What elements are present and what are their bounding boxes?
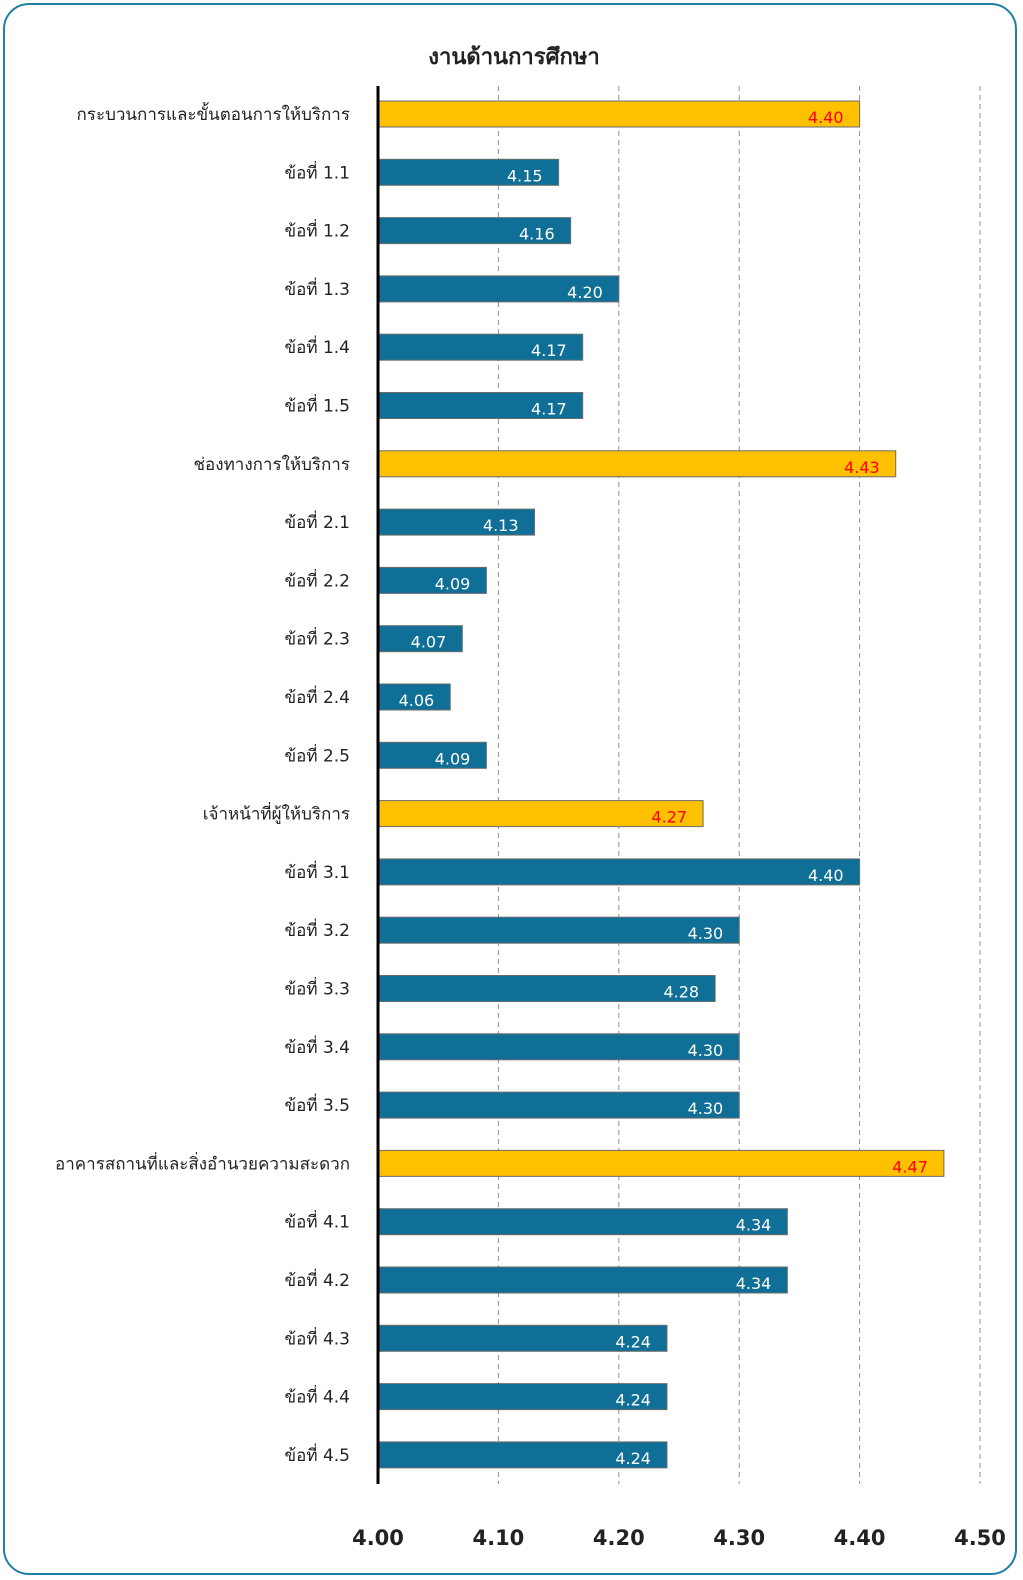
item-bar: [377, 1383, 668, 1411]
value-label: 4.30: [688, 1041, 724, 1060]
category-label: ข้อที่ 2.4: [285, 685, 350, 708]
value-label: 4.40: [808, 108, 844, 127]
chart-title: งานด้านการศึกษา: [428, 45, 599, 70]
category-label: ข้อที่ 3.3: [285, 977, 350, 1000]
value-label: 4.34: [736, 1216, 772, 1235]
item-bar: [377, 625, 463, 653]
group-bar: [377, 1149, 945, 1177]
category-label: ข้อที่ 3.5: [285, 1093, 350, 1116]
x-tick-label: 4.50: [954, 1526, 1006, 1550]
category-label: ข้อที่ 2.5: [285, 743, 350, 766]
category-label: ข้อที่ 1.4: [285, 335, 350, 358]
category-label: ข้อที่ 1.3: [285, 277, 350, 300]
value-label: 4.16: [519, 225, 555, 244]
chart-frame: [3, 3, 1017, 1575]
item-bar: [377, 566, 487, 594]
value-label: 4.15: [507, 166, 543, 185]
category-label: กระบวนการและขั้นตอนการให้บริการ: [77, 102, 350, 125]
category-label: ข้อที่ 2.2: [285, 568, 350, 591]
category-label: ข้อที่ 1.2: [285, 219, 350, 242]
item-bar: [377, 1324, 668, 1352]
value-label: 4.24: [615, 1391, 651, 1410]
value-label: 4.34: [736, 1274, 772, 1293]
item-bar: [377, 1033, 740, 1061]
value-label: 4.17: [531, 400, 567, 419]
category-label: ข้อที่ 1.5: [285, 394, 350, 417]
category-label: ข้อที่ 4.4: [285, 1385, 350, 1408]
item-bar: [377, 1208, 788, 1236]
value-label: 4.30: [688, 1099, 724, 1118]
x-tick-labels: 4.00 4.10 4.20 4.30 4.40 4.50: [352, 1526, 1006, 1550]
x-tick-label: 4.10: [472, 1526, 524, 1550]
category-label: ข้อที่ 4.5: [285, 1443, 350, 1466]
item-bar: [377, 158, 560, 186]
item-bar: [377, 392, 584, 419]
item-bar: [377, 275, 620, 303]
x-tick-label: 4.00: [352, 1526, 404, 1550]
item-bar: [377, 1441, 668, 1469]
value-label: 4.20: [567, 283, 603, 302]
value-label: 4.09: [435, 574, 471, 593]
group-bar: [377, 800, 704, 828]
category-label: อาคารสถานที่และสิ่งอำนวยความสะดวก: [55, 1151, 350, 1174]
category-label: ช่องทางการให้บริการ: [194, 454, 350, 475]
item-bar: [377, 683, 451, 711]
category-label: ข้อที่ 2.1: [285, 510, 350, 533]
value-label: 4.47: [892, 1157, 928, 1176]
category-label: ข้อที่ 3.2: [285, 918, 350, 941]
value-label: 4.06: [399, 691, 435, 710]
category-label: ข้อที่ 2.3: [285, 627, 350, 650]
category-label: ข้อที่ 3.4: [285, 1035, 350, 1058]
bars: [377, 100, 945, 1469]
category-label: ข้อที่ 3.1: [285, 860, 350, 883]
group-bar: [377, 450, 897, 478]
category-label: ข้อที่ 4.2: [285, 1268, 350, 1291]
gridlines: [497, 86, 981, 1484]
category-label: ข้อที่ 4.3: [285, 1326, 350, 1349]
item-bar: [377, 858, 861, 886]
value-label: 4.43: [844, 458, 880, 477]
value-label: 4.24: [615, 1449, 651, 1468]
value-label: 4.27: [651, 808, 687, 827]
value-labels: 4.40 4.15 4.16 4.20 4.17 4.17 4.43 4.13 4.09 4.07…: [399, 108, 928, 1468]
group-bar: [377, 100, 861, 128]
value-label: 4.07: [411, 633, 447, 652]
item-bar: [377, 1266, 788, 1294]
category-label: ข้อที่ 4.1: [285, 1210, 350, 1233]
item-bar: [377, 916, 740, 944]
x-tick-label: 4.30: [713, 1526, 765, 1550]
category-label: ข้อที่ 1.1: [285, 160, 350, 183]
x-tick-label: 4.40: [834, 1526, 886, 1550]
item-bar: [377, 741, 487, 769]
category-label: เจ้าหน้าที่ผู้ให้บริการ: [203, 802, 350, 825]
value-label: 4.09: [435, 749, 471, 768]
value-label: 4.30: [688, 924, 724, 943]
item-bar: [377, 975, 716, 1002]
value-label: 4.13: [483, 516, 519, 535]
item-bar: [377, 508, 536, 536]
item-bar: [377, 333, 584, 361]
value-label: 4.24: [615, 1332, 651, 1351]
value-label: 4.17: [531, 341, 567, 360]
value-label: 4.28: [663, 983, 699, 1002]
item-bar: [377, 1091, 740, 1119]
value-label: 4.40: [808, 866, 844, 885]
x-tick-label: 4.20: [593, 1526, 645, 1550]
